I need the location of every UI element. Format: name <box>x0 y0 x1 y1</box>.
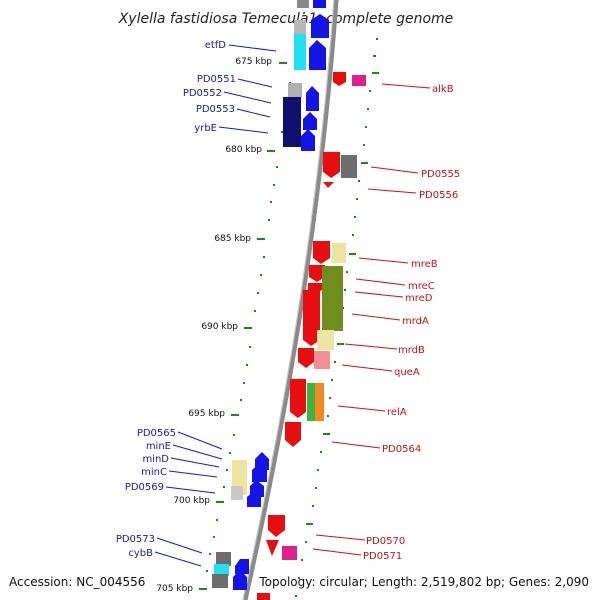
gene-label-mrdA[interactable]: mrdA <box>402 316 429 327</box>
gene-arrow[interactable] <box>311 14 329 38</box>
gene-label-minD[interactable]: minD <box>142 454 169 465</box>
gene-arrow-mrdA[interactable] <box>303 290 320 346</box>
gene-arrow-PD0555[interactable] <box>323 152 340 178</box>
gene-arrow-queA[interactable] <box>298 348 314 368</box>
gene-arrow[interactable] <box>252 464 267 482</box>
gene-label-PD0564[interactable]: PD0564 <box>382 444 421 455</box>
gene-label-PD0573[interactable]: PD0573 <box>116 534 155 545</box>
ruler-label: 705 kbp <box>156 584 193 594</box>
gene-arrow-PD0570[interactable] <box>268 515 285 537</box>
gene-label-queA[interactable]: queA <box>394 367 420 378</box>
ruler-label: 690 kbp <box>201 322 238 332</box>
gene-label-PD0551[interactable]: PD0551 <box>197 74 236 85</box>
leader-lines-right <box>312 83 431 556</box>
ruler-label: 685 kbp <box>214 234 251 244</box>
gene-label-mreB[interactable]: mreB <box>411 259 438 270</box>
ruler: 675 kbp 680 kbp 685 kbp 690 kbp 695 kbp … <box>156 57 287 594</box>
ruler-label: 695 kbp <box>188 409 225 419</box>
gene-block-PD0552-PD0553[interactable] <box>283 97 301 147</box>
gene-label-PD0556[interactable]: PD0556 <box>419 190 458 201</box>
gene-label-PD0552[interactable]: PD0552 <box>183 88 222 99</box>
gene-block-relA[interactable] <box>307 383 316 421</box>
gene-label-PD0555[interactable]: PD0555 <box>421 169 460 180</box>
gene-block-alkB[interactable] <box>352 75 366 86</box>
accession-text: Accession: NC_004556 <box>9 575 145 589</box>
ruler-label: 675 kbp <box>235 57 272 67</box>
gene-label-PD0570[interactable]: PD0570 <box>366 536 405 547</box>
gene-block-mrdA[interactable] <box>322 266 343 331</box>
reverse-strand-genes <box>257 72 366 600</box>
gene-label-etfD[interactable]: etfD <box>205 40 227 51</box>
gene-label-alkB[interactable]: alkB <box>432 84 454 95</box>
gene-arrow-relA[interactable] <box>290 379 306 418</box>
gene-label-mreC[interactable]: mreC <box>408 281 435 292</box>
right-gene-labels: alkB PD0555 PD0556 mreB mreC mreD mrdA m… <box>363 84 460 562</box>
gene-arrow-PD0564[interactable] <box>285 422 301 447</box>
gene-arrow-mreC[interactable] <box>309 265 325 282</box>
gene-arrow[interactable] <box>301 129 315 151</box>
gene-block-PD0571[interactable] <box>282 546 297 560</box>
gene-arrow[interactable] <box>306 86 319 111</box>
gene-label-PD0569[interactable]: PD0569 <box>125 482 164 493</box>
gene-arrow[interactable] <box>235 559 249 574</box>
gene-arrow[interactable] <box>247 491 261 507</box>
topology-summary: Topology: circular; Length: 2,519,802 bp… <box>258 575 589 589</box>
gene-block-mrdB[interactable] <box>317 330 334 350</box>
gene-label-minC[interactable]: minC <box>141 467 167 478</box>
gene-block-PD0573[interactable] <box>216 552 231 566</box>
gene-block-mreB[interactable] <box>332 243 346 263</box>
forward-strand-genes <box>212 0 329 590</box>
gene-label-minE[interactable]: minE <box>146 441 171 452</box>
ruler-label: 700 kbp <box>173 496 210 506</box>
gene-label-PD0565[interactable]: PD0565 <box>137 428 176 439</box>
gene-arrow[interactable] <box>313 0 326 8</box>
genome-backbone <box>242 0 339 600</box>
ruler-label: 680 kbp <box>225 145 262 155</box>
gene-block-PD0556[interactable] <box>341 155 357 178</box>
gene-label-yrbE[interactable]: yrbE <box>194 123 217 134</box>
gene-block-cybB[interactable] <box>214 564 229 576</box>
gene-label-cybB[interactable]: cybB <box>128 548 153 559</box>
genome-title: Xylella fastidiosa Temecula1, complete g… <box>118 11 454 27</box>
gene-block-PD0551[interactable] <box>288 83 302 97</box>
gene-label-PD0571[interactable]: PD0571 <box>363 551 402 562</box>
gene-arrow-alkB[interactable] <box>333 72 346 86</box>
gene-label-mreD[interactable]: mreD <box>405 293 433 304</box>
left-gene-labels: etfD PD0551 PD0552 PD0553 yrbE PD0565 mi… <box>116 40 236 559</box>
gene-label-relA[interactable]: relA <box>387 407 407 418</box>
gene-label-mrdB[interactable]: mrdB <box>398 345 425 356</box>
gene-block-queA[interactable] <box>314 351 330 369</box>
gene-arrow[interactable] <box>233 570 247 590</box>
gene-arrow[interactable] <box>309 40 326 70</box>
leader-lines-left <box>154 44 277 567</box>
gene-label-PD0553[interactable]: PD0553 <box>196 104 235 115</box>
gene-arrow[interactable] <box>303 112 317 130</box>
gene-arrow-mreB[interactable] <box>313 241 330 264</box>
